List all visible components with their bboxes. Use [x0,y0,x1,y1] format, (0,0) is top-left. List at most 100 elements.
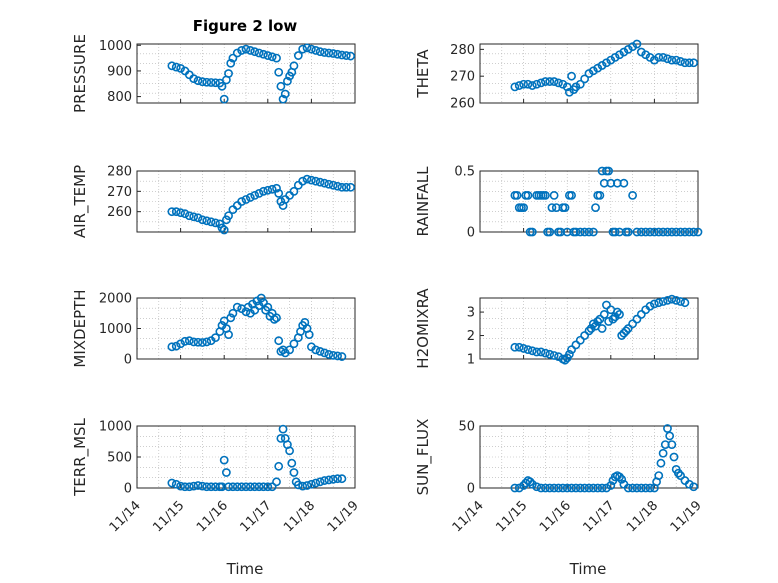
data-point [558,483,568,493]
data-point [532,482,542,492]
data-point [623,324,633,333]
x-tick-label: 11/19 [325,498,362,535]
data-point [532,347,542,357]
data-point [536,347,546,357]
data-point [341,182,351,192]
data-point [189,212,199,222]
data-point [667,227,677,237]
data-point [588,227,598,237]
data-point [541,348,550,358]
data-point [523,190,533,200]
data-point [176,481,185,491]
data-point [250,47,260,57]
data-point [654,227,664,237]
data-point [219,94,229,104]
data-point [632,227,642,237]
data-point [219,455,229,465]
data-point [612,307,622,317]
data-point [571,483,581,493]
data-point [599,310,609,319]
data-point [228,308,238,318]
data-point [306,479,316,489]
data-point [549,190,559,200]
data-point [298,176,308,186]
data-point [619,178,629,188]
data-point [554,78,563,88]
subplot-terr_msl: 0 500 1000 11/14 11/15 11/16 11/17 11/18 11/19 TE… [71,417,362,535]
data-point [189,74,199,84]
data-point [567,71,576,81]
data-point [197,481,207,491]
data-point [189,481,199,491]
data-point [267,184,277,194]
subplot-air_temp: 260 270 280 AIR_TEMP [71,165,356,238]
data-point [206,482,216,492]
data-point [180,336,190,346]
data-point [298,44,308,54]
data-point [197,77,207,87]
data-point [519,79,528,89]
data-point [564,349,574,359]
data-point [298,481,308,491]
data-point [673,468,683,478]
data-point [632,39,642,49]
data-point [560,355,570,365]
data-point [180,209,190,219]
data-point [575,227,585,237]
axes-frame [136,43,356,104]
data-point [320,48,329,57]
data-point [217,81,227,91]
data-point [549,77,559,86]
data-point [311,345,321,355]
data-point [211,218,220,228]
data-point [333,49,342,59]
data-point [274,461,284,471]
data-point [514,483,524,493]
data-point [608,314,618,324]
data-point [654,471,664,480]
data-point [545,349,555,359]
data-point [241,307,251,317]
data-point [676,227,685,237]
data-point [283,76,292,86]
data-point [328,49,338,58]
data-point [289,61,299,71]
y-tick-label: 0 [467,226,475,241]
data-point [311,478,321,488]
data-point [645,483,655,493]
x-tick-label: 11/14 [107,498,144,535]
axes-frame [479,297,699,360]
data-point [328,350,338,360]
data-point [293,480,303,490]
data-point [193,213,203,223]
data-point [263,482,273,492]
data-point [184,211,194,221]
data-point [628,319,637,329]
data-point [224,482,233,492]
y-tick-label: 3 [467,306,475,321]
y-tick-label: 50 [458,420,475,435]
y-tick-label: 260 [450,97,475,112]
data-point [564,87,574,97]
data-point [245,46,255,55]
data-point [259,186,268,196]
data-point [667,440,677,449]
data-point [560,203,570,212]
data-point [628,42,637,52]
data-point [254,48,264,58]
data-point [237,46,247,55]
data-point [278,424,288,434]
data-point [645,301,655,311]
data-point [293,51,303,60]
data-point [597,483,607,493]
y-tick-label: 1000 [99,322,132,337]
data-point [584,227,594,237]
data-point [684,58,694,68]
data-point [636,227,646,237]
data-point [328,180,338,190]
data-point [689,58,699,68]
data-point [333,181,342,191]
data-point [584,483,594,493]
data-point [272,53,281,63]
data-point [547,203,557,212]
